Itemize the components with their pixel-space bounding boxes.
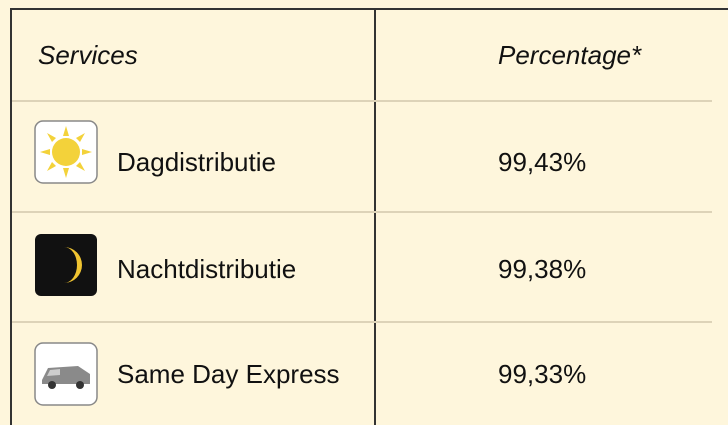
row-divider	[12, 321, 712, 323]
header-services: Services	[38, 40, 138, 70]
left-border	[10, 8, 12, 425]
top-border	[10, 8, 728, 10]
percentage: 99,33%	[498, 359, 586, 389]
percentage: 99,43%	[498, 147, 586, 177]
van-icon	[34, 342, 98, 406]
service-name: Same Day Express	[117, 359, 340, 389]
services-table: Services Percentage* Dagdistributie 99,4…	[0, 0, 728, 425]
header-percentage: Percentage*	[498, 40, 641, 70]
service-name: Dagdistributie	[117, 147, 276, 177]
row-divider	[12, 100, 712, 102]
column-divider	[374, 8, 376, 425]
moon-icon	[34, 233, 98, 297]
service-name: Nachtdistributie	[117, 254, 296, 284]
row-divider	[12, 211, 712, 213]
sun-icon	[34, 120, 98, 184]
percentage: 99,38%	[498, 254, 586, 284]
